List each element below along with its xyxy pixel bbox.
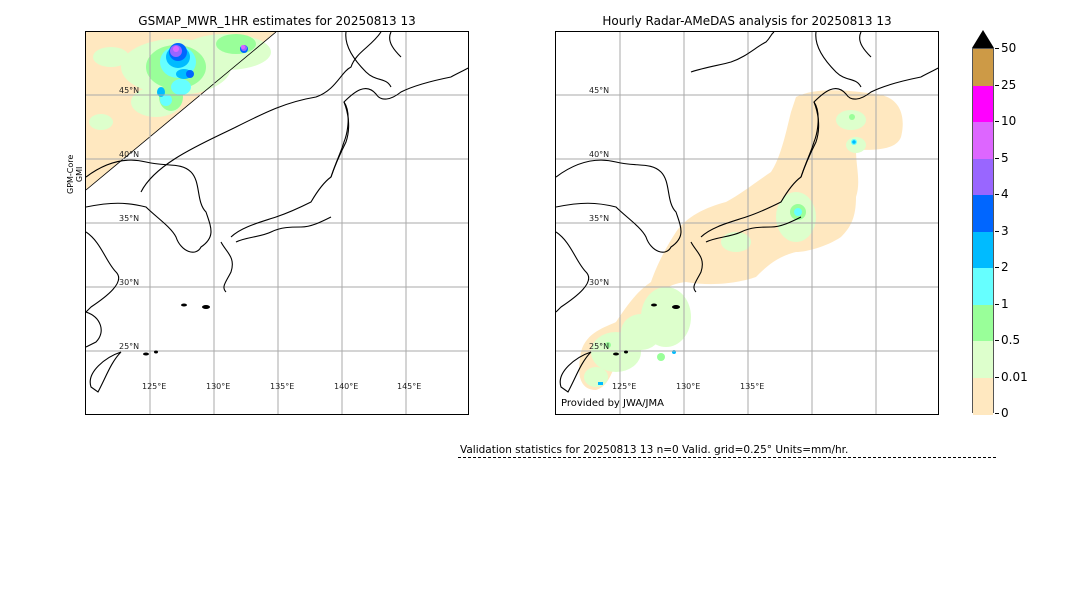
left-lat-label-40: 40°N: [119, 150, 140, 159]
left-map-canvas: [86, 32, 468, 414]
colorbar-extend-arrow: [972, 30, 994, 48]
right-lon-label-135: 135°E: [740, 382, 765, 391]
colorbar-label: 10: [1001, 114, 1017, 128]
colorbar-label: 2: [1001, 260, 1009, 274]
colorbar-segment: [973, 122, 993, 159]
colorbar-label: 5: [1001, 150, 1009, 165]
colorbar-label: 0: [1001, 406, 1009, 420]
colorbar-tick: [995, 267, 999, 268]
colorbar-segment: [973, 49, 993, 86]
colorbar-segment: [973, 304, 993, 342]
colorbar-tick: [995, 48, 999, 49]
left-lon-label-140: 140°E: [334, 382, 359, 391]
validation-stats: Validation statistics for 20250813 13 n=…: [460, 444, 849, 456]
right-lat-label-25: 25°N: [589, 342, 610, 351]
colorbar: [972, 48, 994, 415]
colorbar-tick: [995, 340, 999, 341]
right-lon-label-130: 130°E: [676, 382, 701, 391]
data-credit: Provided by JWA/JMA: [561, 398, 664, 409]
left-lon-label-145: 145°E: [397, 382, 422, 391]
colorbar-segment: [973, 377, 993, 415]
colorbar-label: 4: [1001, 187, 1009, 201]
colorbar-segment: [973, 341, 993, 378]
colorbar-label: 3: [1001, 223, 1009, 238]
left-lon-label-135: 135°E: [270, 382, 295, 391]
colorbar-tick: [995, 413, 999, 414]
colorbar-label: 0.5: [1001, 333, 1021, 347]
colorbar-tick: [995, 157, 999, 159]
sensor-label-line1: GPM-Core: [66, 154, 75, 194]
left-lat-label-30: 30°N: [119, 278, 140, 287]
colorbar-segment: [973, 85, 993, 123]
left-lat-label-35: 35°N: [119, 214, 140, 223]
colorbar-label: 25: [1001, 77, 1017, 92]
colorbar-tick: [995, 376, 999, 378]
stats-divider: [458, 457, 996, 458]
colorbar-tick: [995, 303, 999, 305]
sensor-label: GPM-Core GMI: [66, 155, 84, 194]
colorbar-tick: [995, 121, 999, 122]
sensor-label-line2: GMI: [75, 166, 84, 183]
left-lat-label-45: 45°N: [119, 86, 140, 95]
colorbar-segment: [973, 231, 993, 269]
colorbar-tick: [995, 194, 999, 195]
colorbar-segment: [973, 158, 993, 196]
colorbar-label: 50: [1001, 41, 1017, 55]
right-map: [555, 31, 939, 415]
left-map: [85, 31, 469, 415]
right-map-title: Hourly Radar-AMeDAS analysis for 2025081…: [602, 14, 892, 28]
colorbar-segment: [973, 195, 993, 232]
colorbar-tick: [995, 84, 999, 86]
colorbar-tick: [995, 230, 999, 232]
colorbar-segment: [973, 268, 993, 305]
left-map-title: GSMAP_MWR_1HR estimates for 20250813 13: [138, 14, 416, 28]
right-lat-label-30: 30°N: [589, 278, 610, 287]
colorbar-label: 1: [1001, 296, 1009, 311]
left-lon-label-130: 130°E: [206, 382, 231, 391]
right-map-canvas: [556, 32, 938, 414]
right-lon-label-125: 125°E: [612, 382, 637, 391]
right-lat-label-40: 40°N: [589, 150, 610, 159]
right-lat-label-35: 35°N: [589, 214, 610, 223]
colorbar-label: 0.01: [1001, 369, 1028, 384]
left-lon-label-125: 125°E: [142, 382, 167, 391]
left-lat-label-25: 25°N: [119, 342, 140, 351]
right-lat-label-45: 45°N: [589, 86, 610, 95]
